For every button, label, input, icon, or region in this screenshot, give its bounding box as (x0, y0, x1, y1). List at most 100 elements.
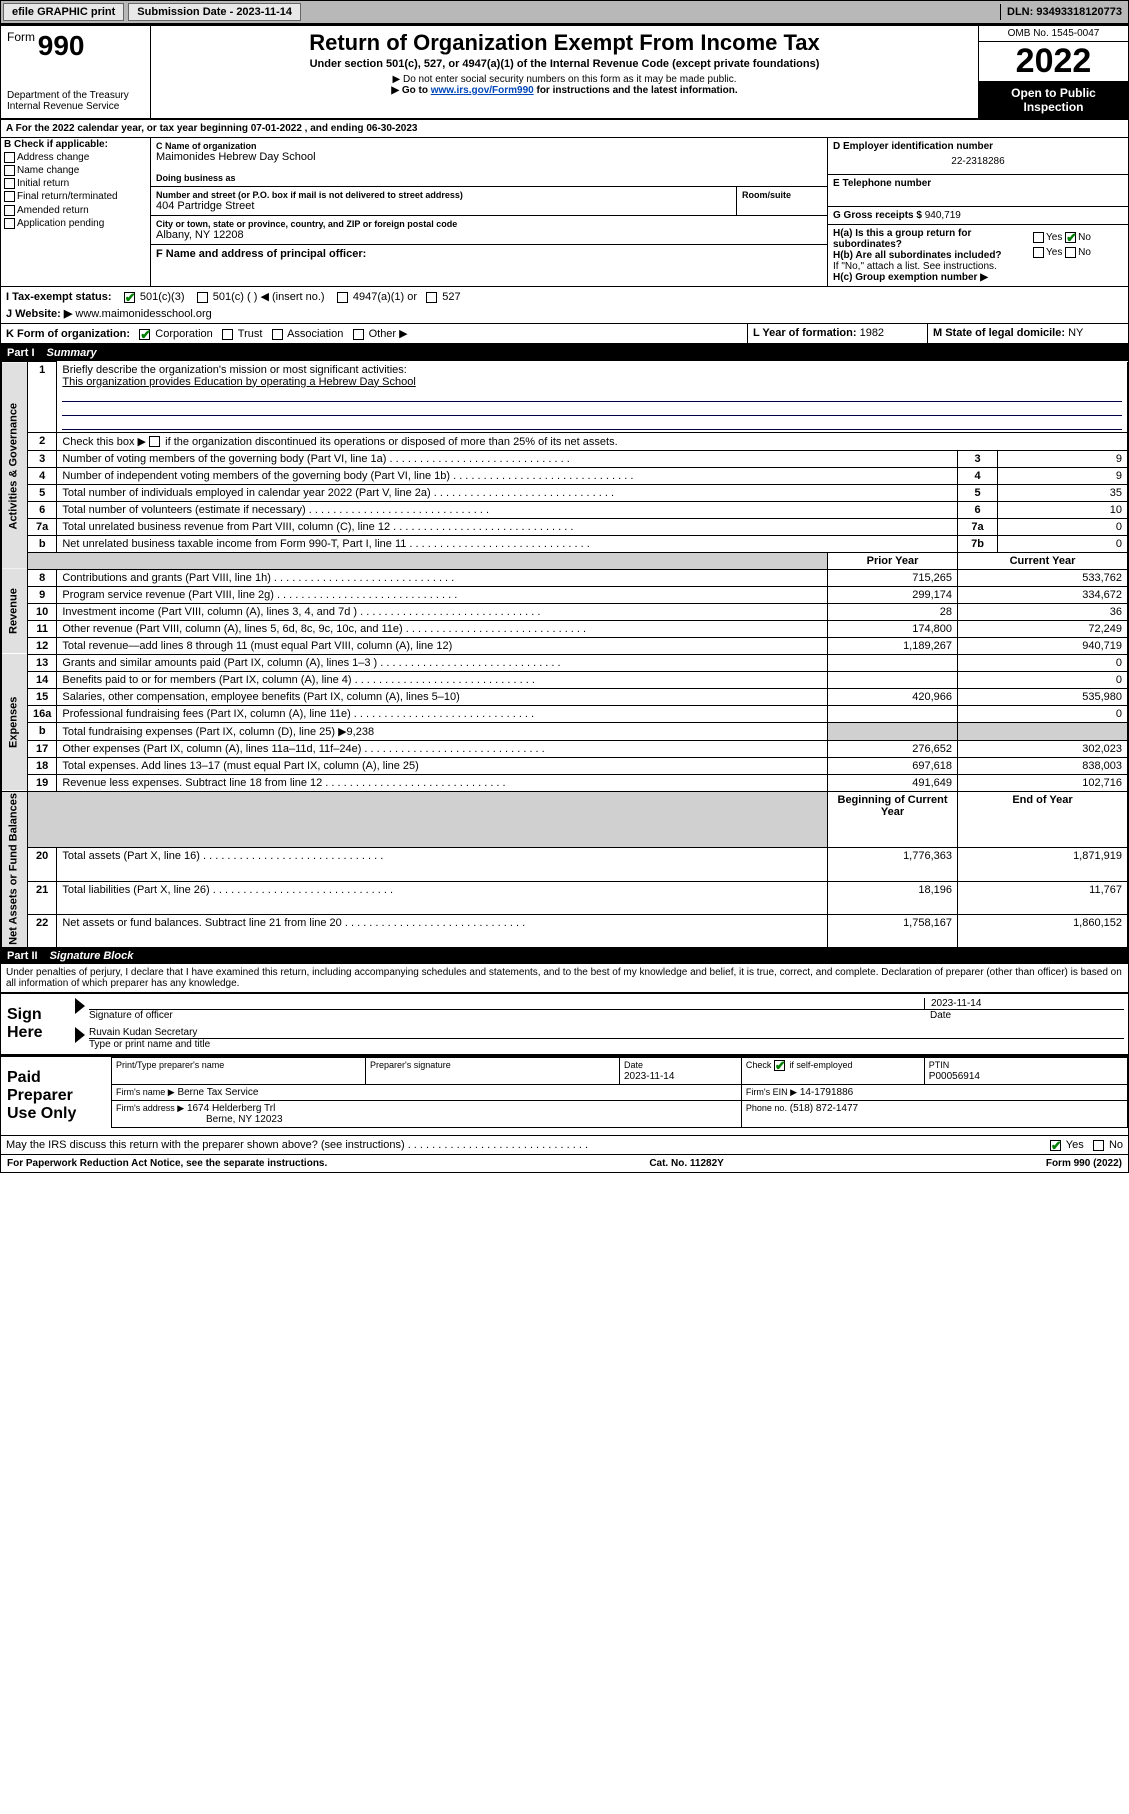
lbl-address-change: Address change (17, 152, 89, 163)
chk-other[interactable] (353, 329, 364, 340)
hb-no[interactable] (1065, 247, 1076, 258)
hb-yes[interactable] (1033, 247, 1044, 258)
chk-assoc[interactable] (272, 329, 283, 340)
prep-selfemp-hd2: if self-employed (787, 1060, 853, 1070)
ln11-label: Other revenue (Part VIII, column (A), li… (62, 623, 822, 635)
ln18-p: 697,618 (828, 757, 958, 774)
hb-no-lbl: No (1078, 247, 1091, 258)
chk-amended[interactable] (4, 205, 15, 216)
omb-number: OMB No. 1545-0047 (979, 26, 1128, 42)
room-label: Room/suite (742, 190, 822, 200)
lbl-other: Other ▶ (369, 328, 408, 340)
ln4-n: 4 (28, 467, 57, 484)
ln12-label: Total revenue—add lines 8 through 11 (mu… (62, 640, 822, 652)
form-header: Form 990 Department of the Treasury Inte… (1, 26, 1128, 120)
chk-trust[interactable] (222, 329, 233, 340)
chk-final-return[interactable] (4, 191, 15, 202)
efile-print-button[interactable]: efile GRAPHIC print (3, 3, 124, 21)
ln20-c: 1,871,919 (958, 848, 1128, 881)
ln5-label: Total number of individuals employed in … (62, 487, 952, 499)
discuss-no-lbl: No (1109, 1139, 1123, 1151)
discuss-yes[interactable] (1050, 1140, 1061, 1151)
form-note-ssn: ▶ Do not enter social security numbers o… (157, 74, 972, 85)
paid-preparer-label: Paid Preparer Use Only (1, 1057, 111, 1135)
ln16a-c: 0 (958, 705, 1128, 722)
k-label: K Form of organization: (6, 328, 130, 340)
q2-label: Check this box ▶ (62, 436, 149, 448)
prep-name-hd: Print/Type preparer's name (116, 1060, 224, 1070)
ln15-c: 535,980 (958, 688, 1128, 705)
side-expenses: Expenses (2, 654, 28, 791)
ln12-c: 940,719 (958, 637, 1128, 654)
footer-mid: Cat. No. 11282Y (649, 1158, 723, 1169)
ln17-c: 302,023 (958, 740, 1128, 757)
chk-527[interactable] (426, 292, 437, 303)
lbl-501c: 501(c) ( ) ◀ (insert no.) (213, 291, 325, 303)
submission-date-button[interactable]: Submission Date - 2023-11-14 (128, 3, 301, 21)
i-label: I Tax-exempt status: (6, 291, 112, 303)
ln9-c: 334,672 (958, 586, 1128, 603)
hb-yes-lbl: Yes (1046, 247, 1062, 258)
goto-pre: ▶ Go to (391, 85, 430, 96)
m-label: M State of legal domicile: (933, 327, 1065, 339)
page-footer: For Paperwork Reduction Act Notice, see … (1, 1154, 1128, 1172)
year-formation: 1982 (860, 327, 884, 339)
ln15-p: 420,966 (828, 688, 958, 705)
side-revenue: Revenue (2, 569, 28, 654)
lbl-initial-return: Initial return (17, 178, 69, 189)
hc-label: H(c) Group exemption number ▶ (833, 272, 988, 283)
ln14-c: 0 (958, 671, 1128, 688)
discuss-no[interactable] (1093, 1140, 1104, 1151)
arrow-icon-2 (75, 1027, 85, 1043)
ln14-n: 14 (28, 671, 57, 688)
chk-address-change[interactable] (4, 152, 15, 163)
part-2-header: Part II Signature Block (1, 948, 1128, 964)
chk-discontinued[interactable] (149, 436, 160, 447)
ha-yes-lbl: Yes (1046, 232, 1062, 243)
q2-rest: if the organization discontinued its ope… (162, 436, 618, 448)
lbl-name-change: Name change (17, 165, 79, 176)
phone-label: Phone no. (746, 1103, 787, 1113)
chk-initial-return[interactable] (4, 178, 15, 189)
ln14-p (828, 671, 958, 688)
org-name: Maimonides Hebrew Day School (156, 151, 822, 163)
entity-block: C Name of organization Maimonides Hebrew… (151, 138, 828, 286)
chk-name-change[interactable] (4, 165, 15, 176)
ln19-n: 19 (28, 774, 57, 791)
ha-no[interactable] (1065, 232, 1076, 243)
ln17-n: 17 (28, 740, 57, 757)
chk-app-pending[interactable] (4, 218, 15, 229)
l-label: L Year of formation: (753, 327, 857, 339)
irs-label: Internal Revenue Service (7, 101, 144, 112)
ln6-label: Total number of volunteers (estimate if … (62, 504, 952, 516)
ln21-p: 18,196 (828, 881, 958, 914)
firm-addr-label: Firm's address ▶ (116, 1103, 184, 1113)
hb-note: If "No," attach a list. See instructions… (833, 261, 1033, 272)
ln4-val: 9 (998, 467, 1128, 484)
chk-corp[interactable] (139, 329, 150, 340)
ln16b-c (958, 722, 1128, 740)
prep-date-hd: Date (624, 1060, 643, 1070)
part-2-title: Signature Block (50, 950, 134, 962)
part-1-name: Part I (7, 347, 35, 359)
ln11-c: 72,249 (958, 620, 1128, 637)
chk-501c3[interactable] (124, 292, 135, 303)
dba-label: Doing business as (156, 173, 822, 183)
website-value: www.maimonidesschool.org (75, 308, 211, 320)
ln10-c: 36 (958, 603, 1128, 620)
q1-label: Briefly describe the organization's miss… (62, 364, 406, 376)
ha-yes[interactable] (1033, 232, 1044, 243)
ln7a-n: 7a (28, 518, 57, 535)
chk-4947[interactable] (337, 292, 348, 303)
ln16a-label: Professional fundraising fees (Part IX, … (62, 708, 822, 720)
ln13-c: 0 (958, 654, 1128, 671)
ln21-c: 11,767 (958, 881, 1128, 914)
irs-form990-link[interactable]: www.irs.gov/Form990 (431, 85, 534, 96)
chk-501c[interactable] (197, 292, 208, 303)
footer-right: Form 990 (2022) (1046, 1158, 1122, 1169)
th-end: End of Year (958, 791, 1128, 848)
lbl-final-return: Final return/terminated (17, 192, 118, 203)
chk-self-employed[interactable] (774, 1060, 785, 1071)
q1-mission: This organization provides Education by … (62, 376, 415, 388)
ln22-n: 22 (28, 914, 57, 947)
